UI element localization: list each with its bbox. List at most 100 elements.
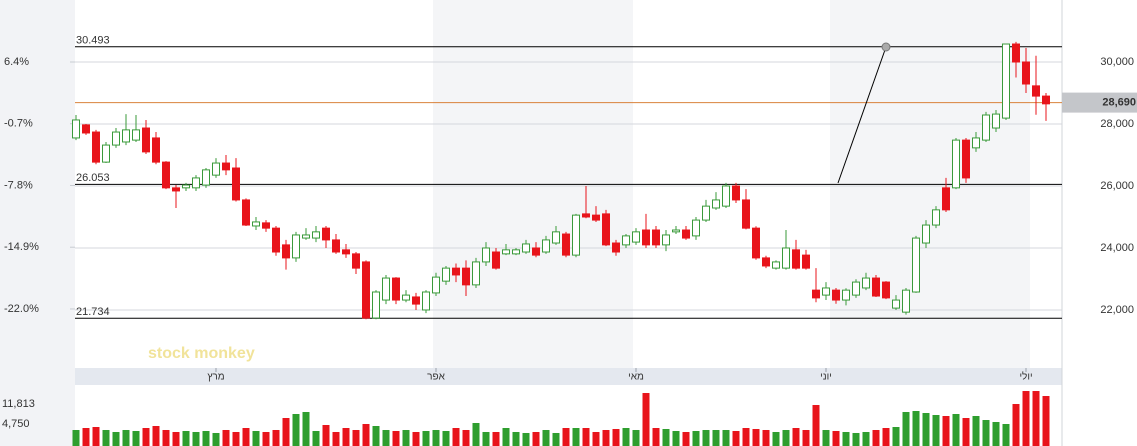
candle-body [602, 213, 610, 246]
y-tick-label: 22,000 [1100, 304, 1134, 316]
volume-bar [802, 429, 810, 446]
candle-body [272, 227, 280, 253]
volume-tick-label: 4,750 [2, 418, 30, 430]
volume-bar [622, 427, 630, 446]
volume-bar [262, 431, 270, 446]
y-tick-label: 24,000 [1100, 242, 1134, 254]
candle-body [552, 231, 560, 244]
volume-bar [312, 430, 320, 446]
volume-bar [302, 412, 310, 446]
candle-body [422, 291, 430, 311]
candle-body [182, 184, 190, 189]
candle-body [322, 227, 330, 241]
volume-bar [232, 431, 240, 446]
volume-bar [512, 431, 520, 446]
volume-bar [1022, 391, 1030, 446]
volume-bar [652, 427, 660, 446]
candle-body [832, 289, 840, 301]
candle-body [72, 119, 80, 139]
candle-body [482, 247, 490, 263]
volume-bar [1032, 391, 1040, 446]
trend-line [837, 46, 887, 184]
candle-body [902, 289, 910, 313]
volume-bar [412, 431, 420, 446]
trend-handle [881, 42, 891, 52]
candle-body [542, 239, 550, 253]
candle-body [732, 185, 740, 201]
y2-tick-label: -0.7% [4, 118, 33, 130]
volume-bar [462, 429, 470, 446]
candle-body [942, 187, 950, 211]
volume-bar [612, 428, 620, 446]
volume-bar [482, 431, 490, 446]
volume-bar [542, 429, 550, 446]
candle-body [582, 213, 590, 218]
volume-bar [602, 429, 610, 446]
candle-body [412, 296, 420, 305]
volume-bar [902, 412, 910, 446]
candle-body [522, 243, 530, 253]
volume-bar [792, 427, 800, 446]
y-tick-label: 30,000 [1100, 56, 1134, 68]
volume-bar [892, 426, 900, 446]
volume-bar [152, 425, 160, 446]
volume-bar [952, 414, 960, 446]
candle-body [432, 276, 440, 294]
candle-body [852, 281, 860, 296]
volume-bar [432, 429, 440, 446]
x-tick-label: יוני [820, 372, 832, 383]
volume-bar [632, 429, 640, 446]
volume-bar [562, 427, 570, 446]
volume-bar [272, 429, 280, 446]
candle-body [632, 231, 640, 243]
candle-body [142, 127, 150, 153]
volume-bar [592, 431, 600, 446]
volume-bar [352, 429, 360, 446]
candle-body [462, 267, 470, 286]
volume-bar [772, 431, 780, 446]
candle-body [342, 249, 350, 255]
volume-bar [742, 427, 750, 446]
candle-body [982, 114, 990, 141]
volume-bar [322, 425, 330, 446]
candle-body [822, 287, 830, 296]
last-price-box [1062, 92, 1137, 113]
volume-bar [372, 425, 380, 446]
candle-body [652, 229, 660, 246]
candle-body [772, 261, 780, 269]
candle-body [502, 249, 510, 255]
candle-body [212, 162, 220, 176]
candle-body [312, 231, 320, 239]
candle-body [842, 289, 850, 301]
candle-body [282, 244, 290, 259]
volume-bar [112, 431, 120, 446]
volume-bar [252, 430, 260, 446]
candle-body [592, 214, 600, 221]
last-price-label: 28,690 [1102, 97, 1136, 109]
volume-bar [822, 429, 830, 446]
volume-bar [392, 430, 400, 446]
candle-body [302, 234, 310, 239]
candle-body [612, 242, 620, 253]
candle-body [512, 249, 520, 255]
volume-bar [702, 429, 710, 446]
candle-body [722, 185, 730, 207]
candle-body [162, 161, 170, 189]
volume-bar [532, 431, 540, 446]
candle-body [262, 222, 270, 229]
candle-body [862, 277, 870, 289]
candle-body [92, 131, 100, 163]
candle-body [892, 299, 900, 309]
volume-bar [202, 430, 210, 446]
candle-body [492, 251, 500, 269]
candle-body [642, 229, 650, 246]
volume-bar [162, 429, 170, 446]
y2-tick-label: -7.8% [4, 179, 33, 191]
volume-bar [452, 427, 460, 446]
candle-body [82, 124, 90, 134]
candle-body [952, 139, 960, 189]
volume-bar [662, 428, 670, 446]
watermark: stock monkey [148, 345, 255, 362]
candle-body [132, 129, 140, 141]
